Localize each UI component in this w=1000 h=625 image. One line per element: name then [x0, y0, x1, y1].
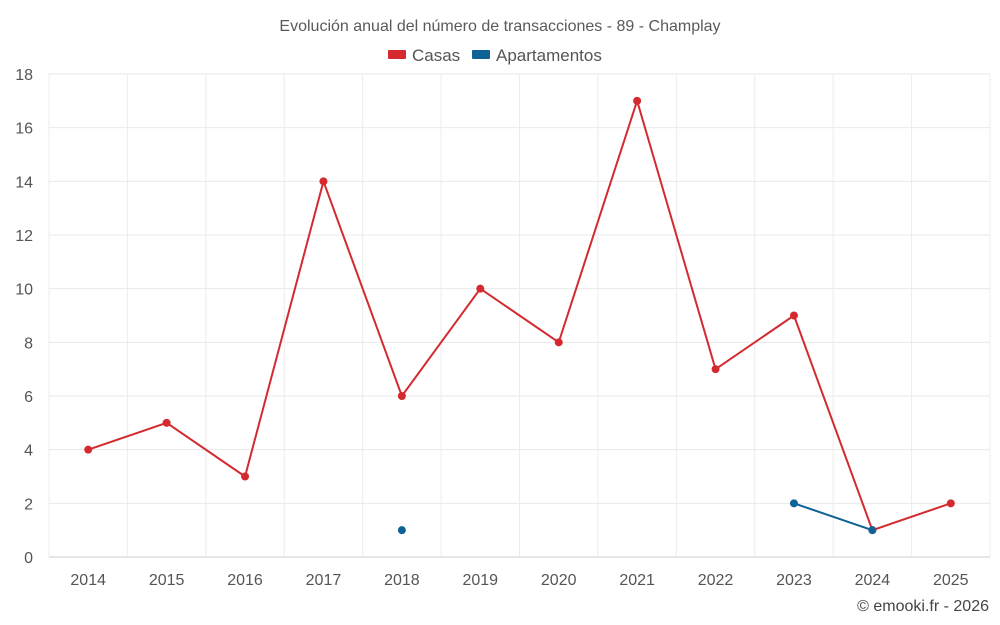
- y-axis: 0 2 4 6 8 10 12 14 16 18: [15, 67, 33, 567]
- data-point-apartamentos-2023[interactable]: [789, 499, 798, 508]
- x-tick-label: 2021: [619, 572, 655, 589]
- data-point-casas-2022[interactable]: [711, 365, 720, 374]
- legend-label-casas[interactable]: Casas: [412, 46, 460, 65]
- data-point-casas-2023[interactable]: [789, 311, 798, 320]
- data-point-casas-2020[interactable]: [554, 338, 563, 347]
- x-tick-label: 2024: [855, 572, 891, 589]
- data-point-apartamentos-2018[interactable]: [397, 526, 406, 535]
- data-point-casas-2015[interactable]: [162, 418, 171, 427]
- data-point-casas-2018[interactable]: [397, 392, 406, 400]
- y-tick-label: 10: [15, 282, 33, 299]
- data-point-casas-2014[interactable]: [84, 445, 93, 454]
- series-lines: [87, 99, 952, 532]
- legend-swatch-apartamentos: [472, 50, 490, 59]
- series-points: [84, 96, 955, 535]
- legend: Casas Apartamentos: [388, 46, 602, 65]
- y-tick-label: 6: [24, 389, 33, 406]
- y-tick-label: 14: [15, 174, 33, 191]
- x-tick-label: 2016: [227, 572, 263, 589]
- x-axis: 2014 2015 2016 2017 2018 2019 2020 2021 2022 2023…: [70, 572, 968, 589]
- data-point-casas-2016[interactable]: [241, 472, 250, 481]
- x-tick-label: 2025: [933, 572, 969, 589]
- x-tick-label: 2018: [384, 572, 420, 589]
- legend-swatch-casas: [388, 50, 406, 59]
- y-tick-label: 12: [15, 228, 33, 245]
- x-tick-label: 2015: [149, 572, 185, 589]
- series-line-apartamentos: [793, 502, 873, 532]
- y-tick-label: 18: [15, 67, 33, 84]
- x-tick-label: 2017: [306, 572, 342, 589]
- x-tick-label: 2020: [541, 572, 577, 589]
- chart-title: Evolución anual del número de transaccio…: [279, 18, 720, 35]
- legend-label-apartamentos[interactable]: Apartamentos: [496, 46, 602, 65]
- data-point-casas-2017[interactable]: [319, 177, 328, 186]
- data-point-casas-2025[interactable]: [946, 499, 955, 508]
- data-point-apartamentos-2024[interactable]: [868, 526, 877, 535]
- y-tick-label: 0: [24, 550, 33, 567]
- data-point-casas-2021[interactable]: [633, 96, 642, 105]
- x-tick-label: 2014: [70, 572, 106, 589]
- series-line-casas: [87, 99, 952, 532]
- data-point-casas-2019[interactable]: [476, 284, 485, 293]
- y-tick-label: 2: [24, 496, 33, 513]
- y-tick-label: 4: [24, 443, 33, 460]
- x-tick-label: 2019: [462, 572, 498, 589]
- credit-text: © emooki.fr - 2026: [857, 598, 989, 615]
- grid: [48, 73, 991, 558]
- y-tick-label: 16: [15, 121, 33, 138]
- y-tick-label: 8: [24, 335, 33, 352]
- x-tick-label: 2023: [776, 572, 812, 589]
- x-tick-label: 2022: [698, 572, 734, 589]
